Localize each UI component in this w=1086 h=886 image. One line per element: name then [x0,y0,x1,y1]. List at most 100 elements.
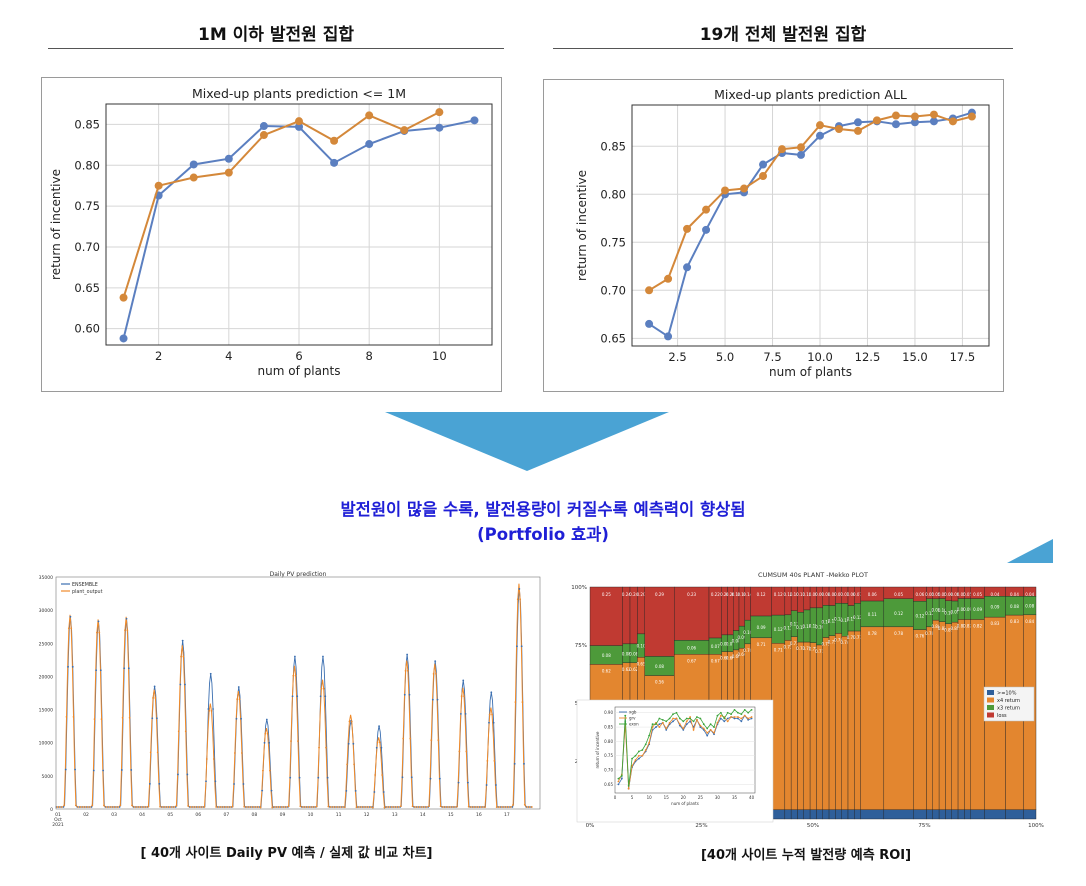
plant-output-point [257,806,260,808]
x3-label: 0.14 [802,624,811,629]
x-tick-label: Oct [54,817,62,823]
ensemble-point [460,712,462,715]
inset-point [719,714,722,717]
loss-segment [797,586,804,613]
plant-output-point [378,741,381,744]
over-10pct-segment [932,809,940,820]
x4-label: 0.82 [973,623,982,628]
plant-output-point [63,804,66,807]
plant-output-point [465,750,468,753]
ensemble-point [156,717,158,720]
plant-output-point [456,805,458,808]
data-point [721,186,730,195]
data-point [645,286,654,295]
plant-output-point [332,806,334,808]
plant-output-point [217,806,220,808]
over-10pct-segment [828,809,836,820]
plant-output-point [301,806,304,808]
ensemble-point [523,762,525,765]
x3-label: 0.12 [925,611,934,616]
x-tick-label: 12 [364,812,370,818]
plant-output-point [278,806,281,808]
plant-output-point [81,806,84,808]
x4-label: 0.78 [894,631,903,636]
inset-point [716,714,719,717]
x-tick-label: 07 [223,812,229,818]
x-tick-label: 4 [225,349,232,363]
ensemble-point [401,776,404,779]
data-point [224,168,233,177]
x3-label: 0.10 [637,644,646,649]
plant-output-point [233,752,236,754]
plant-output-point [357,806,360,808]
plant-output-point [519,598,522,601]
plant-output-point [409,737,412,740]
inset-point [726,717,729,720]
inset-point [685,717,688,720]
data-point [259,122,268,131]
inset-point [689,720,692,723]
plant-output-point [320,687,323,690]
data-point [224,154,233,163]
ensemble-point [123,667,126,670]
over-10pct-segment [964,809,971,820]
loss-label: 0.08 [847,592,856,597]
ensemble-point [431,698,434,701]
ensemble-point [326,776,329,779]
plant-output-point [428,805,430,808]
plant-output-point [528,806,531,808]
over-10pct-segment [841,809,849,820]
plant-output-point [388,806,391,808]
plant-output-point [509,806,512,808]
x-tick-label: 14 [420,812,426,818]
x-tick-label: 8 [366,349,373,363]
inset-point [668,721,671,724]
ensemble-point [130,769,133,771]
chart-panel-1m: 2 4 6 8 10 0.60 0.65 0.70 0.75 0.80 0.85 Mixed-up p… [41,77,502,392]
plant-output-point [325,746,327,749]
chart-panel-all: 2.5 5.0 7.5 10.0 12.5 15.0 17.5 0.65 0.70 0.75 0.8… [543,79,1004,392]
plant-output-point [266,732,269,735]
loss-label: 0.09 [815,592,824,597]
loss-label: 0.24 [622,592,631,597]
plant-output-point [210,710,213,712]
data-point [365,111,374,120]
loss-label: 0.23 [687,592,696,597]
inset-point [726,711,729,714]
plant-output-point [245,806,248,808]
loss-label: 0.07 [853,592,862,597]
x4-return-segment [883,626,914,810]
inset-point [699,717,702,720]
ensemble-point [120,769,123,771]
x-tick-label: 5.0 [716,350,734,364]
plant-output-point [283,806,285,808]
plant-output-point [350,720,353,723]
plant-output-point [161,806,164,808]
over-10pct-segment [913,809,927,820]
inset-point [665,729,668,731]
over-10pct-segment [1023,809,1037,820]
x3-label: 0.14 [821,619,830,624]
x4-label: 0.62 [622,667,631,672]
x3-label: 0.10 [938,608,947,613]
plant-output-point [276,806,278,808]
loss-label: 0.24 [629,592,638,597]
plant-output-point [329,806,332,808]
ensemble-point [67,665,69,668]
plant-output-point [247,806,250,808]
plant-output-point [418,806,421,808]
data-point [664,274,673,283]
over-10pct-segment [771,809,786,820]
plant-output-point [374,774,377,776]
x4-label: 0.82 [957,623,966,628]
x3-label: 0.07 [711,644,720,649]
y-tick-label: 100% [571,585,587,591]
x-tick-label: 10 [432,349,447,363]
x3-label: 0.15 [809,623,818,628]
plant-output-point [322,687,325,690]
loss-label: 0.04 [1010,592,1019,597]
inset-point [706,731,709,734]
plant-output-point [505,806,507,808]
plant-output-point [470,806,472,808]
line-chart-1m: 2 4 6 8 10 0.60 0.65 0.70 0.75 0.80 0.85 Mixed-up p… [49,86,493,378]
